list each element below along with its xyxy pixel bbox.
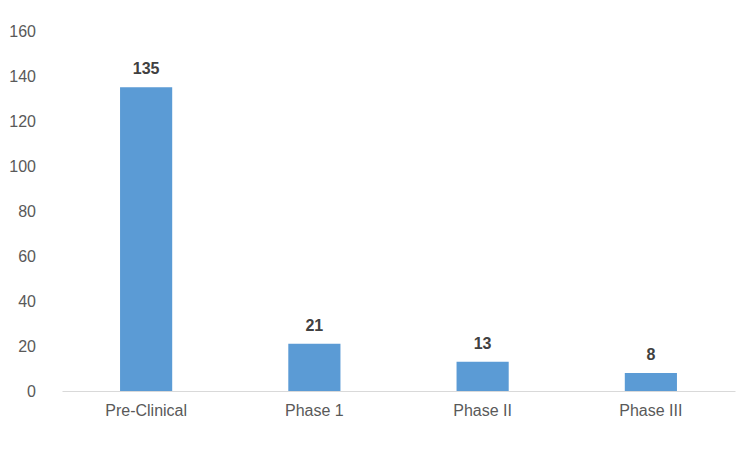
y-tick-label: 0	[27, 383, 36, 400]
data-label: 21	[305, 317, 323, 334]
y-tick-label: 160	[9, 23, 36, 40]
data-label: 13	[474, 335, 492, 352]
x-axis-line	[63, 391, 736, 392]
y-tick-label: 40	[18, 293, 36, 310]
y-tick-label: 80	[18, 203, 36, 220]
x-tick-label: Phase 1	[285, 402, 344, 419]
chart-container: 0 20 40 60 80 100 120 140 160 Pre-Clinical Phase 1…	[0, 0, 751, 449]
bar	[457, 362, 509, 391]
y-tick: 0	[27, 383, 62, 400]
y-tick: 80	[18, 203, 62, 220]
y-tick: 100	[9, 158, 62, 175]
y-tick: 140	[9, 68, 62, 85]
y-tick-label: 100	[9, 158, 36, 175]
y-tick: 20	[18, 338, 62, 355]
y-tick-label: 60	[18, 248, 36, 265]
x-tick-label: Pre-Clinical	[105, 402, 187, 419]
bars	[120, 87, 677, 391]
plot: 0 20 40 60 80 100 120 140 160 Pre-Clinical Phase 1…	[9, 23, 735, 420]
y-tick: 160	[9, 23, 62, 40]
y-tick-label: 140	[9, 68, 36, 85]
y-axis: 0 20 40 60 80 100 120 140 160	[9, 23, 62, 400]
x-tick-label: Phase II	[453, 402, 512, 419]
y-tick: 60	[18, 248, 62, 265]
data-label: 135	[133, 60, 160, 77]
y-tick: 40	[18, 293, 62, 310]
x-tick: Phase 1	[285, 391, 344, 419]
data-label: 8	[646, 346, 655, 363]
data-labels: 135 21 13 8	[133, 60, 656, 363]
bar	[120, 87, 172, 391]
x-axis: Pre-Clinical Phase 1 Phase II Phase III	[63, 391, 736, 419]
x-tick: Pre-Clinical	[105, 391, 187, 419]
x-tick: Phase III	[619, 391, 682, 419]
bar	[288, 344, 340, 391]
chart-svg: 0 20 40 60 80 100 120 140 160 Pre-Clinical Phase 1…	[0, 0, 751, 449]
x-tick-label: Phase III	[619, 402, 682, 419]
y-axis-line	[62, 32, 63, 392]
x-tick: Phase II	[453, 391, 512, 419]
y-tick: 120	[9, 113, 62, 130]
y-tick-label: 120	[9, 113, 36, 130]
bar	[625, 373, 677, 391]
y-tick-label: 20	[18, 338, 36, 355]
